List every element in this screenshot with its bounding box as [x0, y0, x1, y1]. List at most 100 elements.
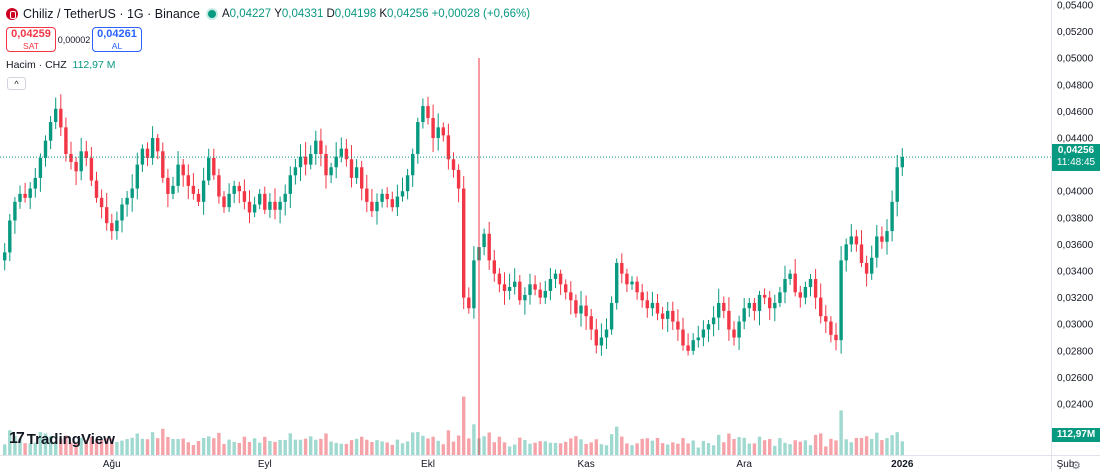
candle-body — [3, 252, 7, 261]
volume-bar — [217, 432, 221, 455]
candle-body — [890, 201, 894, 232]
candle-body — [793, 273, 797, 293]
candle-body — [844, 244, 848, 261]
candle-body — [258, 193, 262, 205]
candle-body — [727, 310, 731, 330]
volume-bar — [395, 439, 400, 455]
candle-body — [813, 278, 818, 298]
volume-bar — [854, 437, 859, 455]
candle-body — [411, 153, 415, 176]
time-axis[interactable]: Ağu Eyl Ekl Kas Ara 2026 Şub — [103, 459, 1075, 470]
volume-bar — [604, 445, 609, 455]
candle-body — [217, 175, 221, 197]
candle-body — [314, 140, 318, 154]
time-tick-label: Ağu — [103, 459, 121, 470]
buy-button[interactable]: 0,04261 AL — [92, 27, 142, 52]
volume-bar — [268, 441, 272, 455]
candle-body — [375, 201, 379, 212]
candle-body — [681, 329, 685, 346]
candle-body — [875, 236, 879, 258]
sell-button[interactable]: 0,04259 SAT — [6, 27, 56, 52]
volume-bar — [737, 437, 741, 455]
volume-bar — [298, 439, 303, 455]
settings-gear-icon[interactable]: ⚙ — [1071, 460, 1081, 472]
candle-body — [609, 302, 614, 330]
volume-bar — [247, 441, 252, 455]
volume-bar — [324, 433, 328, 455]
volume-bar — [727, 433, 731, 455]
change-value: +0,00028 (+0,66%) — [431, 8, 531, 20]
volume-bar — [839, 410, 843, 455]
volume-bar — [762, 440, 767, 455]
candle-body — [768, 297, 772, 309]
candle-body — [696, 337, 700, 341]
volume-bar — [38, 432, 43, 455]
trade-panel: 0,04259 SAT 0,00002 0,04261 AL — [6, 27, 142, 52]
candle-body — [38, 157, 43, 178]
volume-bar — [171, 438, 175, 455]
volume-legend[interactable]: Hacim · CHZ 112,97 M — [6, 59, 116, 71]
spread-value: 0,00002 — [57, 34, 91, 45]
tradingview-logo[interactable]: 17 TradingView — [9, 430, 115, 448]
volume-bar — [671, 442, 675, 455]
volume-bar — [788, 444, 792, 455]
volume-bar — [242, 436, 247, 455]
high-value: Y0,04331 — [274, 8, 324, 20]
volume-bar — [120, 440, 124, 455]
candle-body — [69, 153, 73, 162]
volume-bar — [900, 441, 904, 455]
volume-bar — [365, 439, 369, 455]
candle-body — [456, 169, 461, 189]
candle-body — [212, 157, 216, 176]
candle-body — [140, 148, 145, 165]
volume-bar — [293, 439, 298, 455]
candle-body — [569, 292, 573, 301]
collapse-legend-icon[interactable]: ^ — [7, 77, 26, 90]
volume-bar — [558, 443, 563, 455]
volume-bar — [655, 437, 660, 455]
candle-body — [691, 340, 695, 351]
candle-body — [553, 273, 558, 279]
candle-body — [426, 106, 430, 119]
candle-body — [303, 156, 308, 165]
volume-bar — [115, 441, 119, 455]
candle-body — [54, 108, 58, 123]
bar-countdown: 11:48:45 — [1056, 157, 1096, 169]
volume-bar — [717, 434, 721, 455]
candle-body — [487, 233, 491, 261]
price-tick-label: 0,04000 — [1057, 187, 1094, 198]
candle-body — [803, 286, 808, 298]
symbol-title[interactable]: Chiliz / TetherUS · 1G · Binance — [23, 7, 200, 21]
candle-body — [574, 300, 578, 314]
volume-bar — [523, 440, 527, 455]
volume-bar — [79, 437, 83, 455]
candle-body — [156, 138, 160, 152]
candle-body — [33, 177, 37, 189]
volume-bar — [64, 435, 68, 455]
volume-bar — [59, 438, 63, 455]
volume-bar — [3, 444, 7, 455]
volume-bar — [676, 443, 680, 455]
volume-bar — [513, 444, 517, 455]
candle-body — [23, 193, 27, 198]
volume-bar — [232, 442, 236, 455]
volume-bar — [319, 438, 323, 455]
volume-bar — [829, 438, 833, 455]
market-status-icon[interactable] — [207, 10, 216, 18]
volume-bar — [375, 440, 379, 455]
candle-body — [533, 284, 537, 290]
volume-bar — [89, 436, 94, 455]
candle-body — [762, 294, 767, 298]
price-axis[interactable]: 0,05400 0,05200 0,05000 0,04800 0,04600 0,044… — [1057, 1, 1094, 411]
candle-body — [788, 273, 792, 279]
candle-body — [798, 292, 802, 298]
volume-bar — [416, 432, 420, 455]
volume-bar — [497, 436, 502, 455]
volume-bar — [54, 441, 58, 455]
candle-body — [650, 302, 655, 309]
candle-body — [18, 193, 22, 202]
candle-body — [89, 157, 94, 181]
low-value: D0,04198 — [326, 8, 377, 20]
candle-body — [752, 302, 757, 311]
